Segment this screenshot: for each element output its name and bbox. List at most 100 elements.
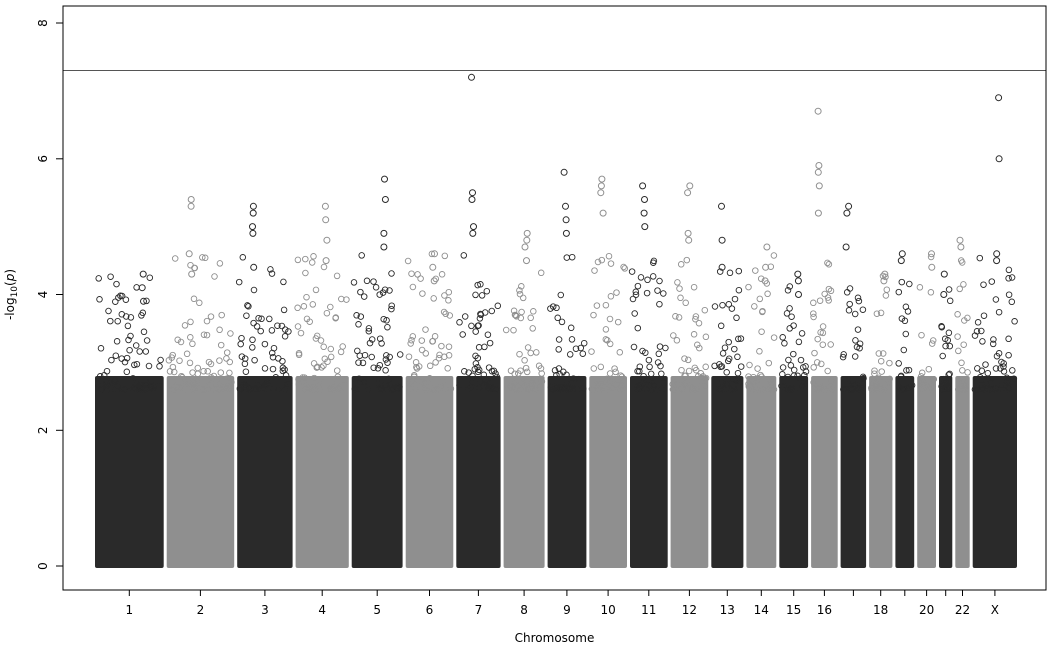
data-point xyxy=(778,382,785,390)
data-point xyxy=(418,337,426,344)
data-point xyxy=(375,385,383,393)
data-point xyxy=(388,270,395,277)
data-point xyxy=(745,380,752,388)
x-tick-label: 20 xyxy=(919,603,934,617)
chromosome-6-dense-band xyxy=(405,376,454,568)
data-point xyxy=(858,384,865,391)
data-point xyxy=(201,254,209,262)
data-point xyxy=(636,382,643,389)
data-point xyxy=(618,373,626,380)
data-point xyxy=(764,290,771,298)
data-point xyxy=(96,296,103,303)
data-point xyxy=(810,299,817,307)
data-point xyxy=(984,369,992,377)
data-point xyxy=(269,365,277,373)
data-point xyxy=(250,286,258,294)
data-point xyxy=(279,367,287,375)
data-point xyxy=(636,367,643,375)
data-point xyxy=(754,365,761,372)
data-point xyxy=(681,372,688,380)
data-point xyxy=(108,356,115,364)
data-point xyxy=(945,286,953,293)
data-point xyxy=(412,359,420,366)
chromosome-18-dense-band xyxy=(869,376,893,568)
y-tick-label: 6 xyxy=(36,155,50,163)
data-point xyxy=(632,288,640,296)
data-point xyxy=(430,295,437,302)
data-point xyxy=(960,386,967,393)
data-point xyxy=(357,313,365,320)
data-point xyxy=(903,367,910,374)
data-point xyxy=(295,351,303,359)
data-point xyxy=(313,332,321,340)
data-point xyxy=(980,312,988,319)
x-tick-label: 1 xyxy=(125,603,133,617)
data-point xyxy=(954,333,961,340)
data-point xyxy=(261,385,269,392)
chromosome-X-top-hit xyxy=(993,250,1001,258)
data-point xyxy=(711,362,718,370)
chromosome-14-top-hit xyxy=(761,277,769,285)
data-point xyxy=(187,261,194,269)
data-point xyxy=(922,383,930,390)
data-point xyxy=(908,382,916,389)
chromosome-7-top-hit xyxy=(469,229,477,237)
data-point xyxy=(813,359,821,366)
data-point xyxy=(131,361,138,369)
data-point xyxy=(679,386,687,393)
data-point xyxy=(643,289,651,297)
data-point xyxy=(354,385,361,393)
data-point xyxy=(376,335,384,342)
data-point xyxy=(166,368,174,375)
x-tick-label: 16 xyxy=(817,603,832,617)
data-point xyxy=(649,273,657,280)
x-tick-label: 12 xyxy=(682,603,697,617)
data-point xyxy=(678,366,685,374)
data-point xyxy=(294,256,302,264)
data-point xyxy=(730,383,737,391)
data-point xyxy=(308,259,316,266)
data-point xyxy=(925,365,933,373)
data-point xyxy=(445,343,453,350)
data-point xyxy=(685,367,693,375)
x-tick-label: 22 xyxy=(955,603,970,617)
data-point xyxy=(955,385,963,393)
data-point xyxy=(429,337,437,345)
chromosome-12-top-hit xyxy=(685,236,693,244)
data-point xyxy=(309,383,317,391)
data-point xyxy=(677,261,685,268)
data-point xyxy=(204,368,211,375)
data-point xyxy=(460,252,468,259)
data-point xyxy=(235,278,243,286)
data-point xyxy=(567,324,575,332)
data-point xyxy=(560,368,567,376)
data-point xyxy=(692,385,700,393)
data-point xyxy=(551,367,559,374)
data-point xyxy=(929,337,937,344)
data-point xyxy=(814,335,821,343)
data-point xyxy=(187,334,194,341)
data-point xyxy=(723,369,730,376)
chromosome-8-dense-band xyxy=(503,376,545,568)
chromosome-bands xyxy=(95,376,1017,568)
data-point xyxy=(927,253,935,261)
data-point xyxy=(757,275,765,282)
chromosome-20-dense-band xyxy=(917,376,936,568)
data-point xyxy=(1005,384,1012,391)
data-point xyxy=(723,382,730,389)
data-point xyxy=(856,340,864,347)
data-point xyxy=(355,359,362,366)
data-point xyxy=(810,310,817,317)
data-point xyxy=(122,296,130,303)
data-point xyxy=(785,356,792,364)
data-point xyxy=(725,338,732,346)
data-point xyxy=(374,365,382,372)
data-point xyxy=(327,345,335,353)
data-point xyxy=(132,342,140,349)
data-point xyxy=(472,352,479,360)
data-point xyxy=(133,360,141,368)
data-point xyxy=(376,361,384,369)
data-point xyxy=(756,348,763,355)
data-point xyxy=(459,331,466,338)
data-point xyxy=(942,384,949,392)
